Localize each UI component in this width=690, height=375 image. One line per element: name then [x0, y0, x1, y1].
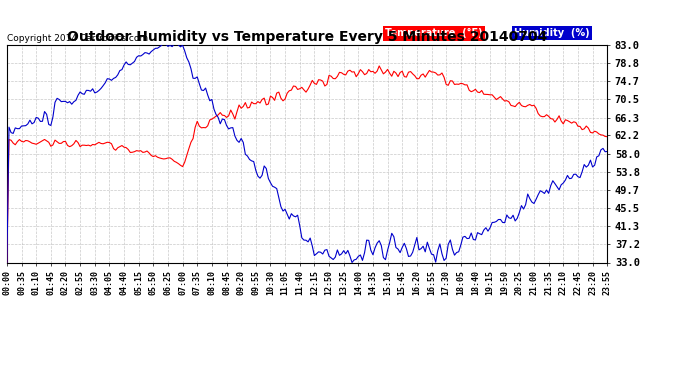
Text: Humidity  (%): Humidity (%): [514, 28, 590, 38]
Text: Temperature  (°F): Temperature (°F): [385, 28, 483, 38]
Text: Copyright 2014 Cartronics.com: Copyright 2014 Cartronics.com: [7, 34, 148, 43]
Title: Outdoor Humidity vs Temperature Every 5 Minutes 20140704: Outdoor Humidity vs Temperature Every 5 …: [67, 30, 547, 44]
